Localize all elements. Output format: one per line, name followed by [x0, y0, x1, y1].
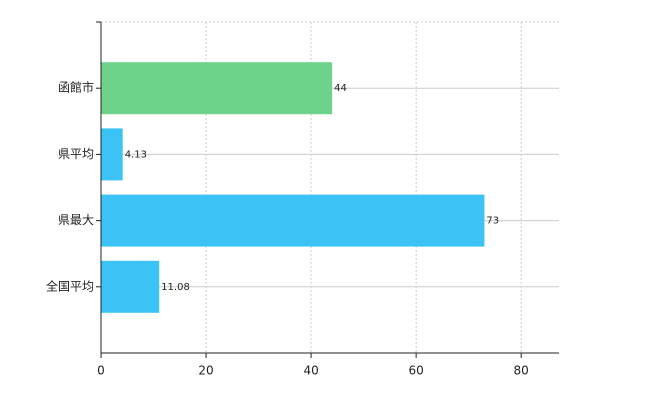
value-label: 44: [334, 83, 347, 94]
x-tick-label: 0: [97, 364, 105, 378]
x-tick-label: 20: [198, 364, 213, 378]
y-tick-label: 県最大: [58, 213, 94, 227]
y-tick-label: 全国平均: [46, 278, 94, 293]
y-tick-label: 函館市: [58, 80, 94, 95]
bar: [101, 128, 123, 181]
bar: [101, 62, 333, 115]
x-tick-label: 60: [408, 364, 423, 378]
y-tick-label: 県平均: [58, 147, 94, 161]
value-label: 73: [486, 216, 499, 227]
x-tick-label: 80: [514, 364, 529, 378]
bar: [101, 194, 485, 247]
bar: [101, 260, 160, 313]
value-label: 11.08: [161, 282, 190, 293]
value-label: 4.13: [125, 149, 147, 160]
x-tick-label: 40: [303, 364, 318, 378]
